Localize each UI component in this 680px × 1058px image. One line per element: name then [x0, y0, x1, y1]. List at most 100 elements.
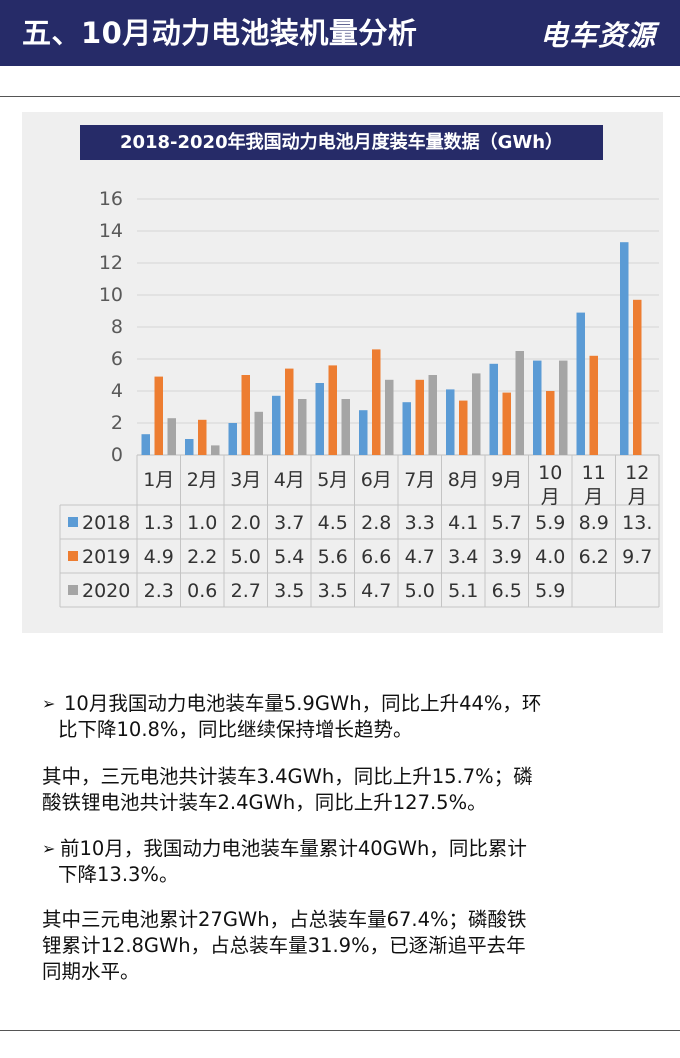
legend-label: 2020 [82, 580, 130, 602]
data-label: 2.3 [144, 580, 174, 602]
data-label: 9.7 [622, 546, 652, 568]
y-tick-label: 12 [99, 252, 123, 274]
data-label: 2.2 [187, 546, 217, 568]
data-label: 8.9 [579, 512, 609, 534]
data-label: 3.5 [274, 580, 304, 602]
data-label: 6.5 [492, 580, 522, 602]
data-label: 1.3 [144, 512, 174, 534]
data-label: 5.4 [274, 546, 304, 568]
bar-2019-9月 [502, 392, 511, 455]
data-label: 2.8 [361, 512, 391, 534]
data-label: 5.7 [492, 512, 522, 534]
paragraph-1-line-2: 比下降10.8%，同比继续保持增长趋势。 [58, 718, 413, 741]
page-header: 五、10月动力电池装机量分析 电车资源 [0, 0, 680, 66]
category-label: 8月 [448, 469, 479, 491]
category-label: 10 [538, 462, 562, 484]
paragraph-3-line-2: 下降13.3%。 [58, 863, 179, 886]
category-label: 4月 [274, 469, 305, 491]
data-label: 4.7 [405, 546, 435, 568]
bar-2019-2月 [198, 419, 207, 455]
y-tick-label: 6 [111, 348, 123, 370]
bar-2020-1月 [167, 418, 176, 455]
data-label: 4.5 [318, 512, 348, 534]
data-label: 5.9 [535, 512, 565, 534]
bar-2018-11月 [576, 312, 585, 455]
paragraph-1: ➢ 10月我国动力电池装车量5.9GWh，同比上升44%，环 比下降10.8%，… [42, 691, 652, 743]
data-label: 5.1 [448, 580, 478, 602]
bar-2018-8月 [446, 389, 455, 455]
brand-logo: 电车资源 [539, 19, 656, 52]
category-label: 3月 [230, 469, 261, 491]
chart-panel: 0 2 4 6 8 10 12 14 16 1月 2月 3月 4月 5月 6月 7月 8月 9月 10 月 11 月 12 月… [22, 112, 663, 633]
section-title: 五、10月动力电池装机量分析 [22, 16, 418, 50]
bar-2020-2月 [211, 445, 220, 455]
bar-2018-1月 [141, 434, 150, 455]
legend-label: 2018 [82, 512, 130, 534]
bar-2019-3月 [241, 375, 250, 455]
data-label: 2.7 [231, 580, 261, 602]
y-tick-label: 8 [111, 316, 123, 338]
data-label: 13. [622, 512, 652, 534]
legend-key-2018 [68, 517, 78, 527]
category-label: 11 [582, 462, 606, 484]
bar-2020-9月 [515, 351, 524, 455]
paragraph-4: 其中三元电池累计27GWh，占总装车量67.4%；磷酸铁 锂累计12.8GWh，… [42, 907, 652, 985]
data-label: 2.0 [231, 512, 261, 534]
paragraph-4-line-2: 锂累计12.8GWh，占总装车量31.9%，已逐渐追平去年 [42, 934, 526, 957]
paragraph-2: 其中，三元电池共计装车3.4GWh，同比上升15.7%；磷 酸铁锂电池共计装车2… [42, 764, 652, 816]
bar-2020-6月 [385, 379, 394, 455]
data-label: 5.0 [405, 580, 435, 602]
paragraph-4-line-3: 同期水平。 [42, 960, 140, 983]
y-tick-label: 0 [111, 444, 123, 466]
bar-2020-4月 [298, 399, 307, 455]
data-label: 5.0 [231, 546, 261, 568]
paragraph-1-line-1: 10月我国动力电池装车量5.9GWh，同比上升44%，环 [64, 692, 542, 715]
paragraph-4-line-1: 其中三元电池累计27GWh，占总装车量67.4%；磷酸铁 [42, 908, 527, 931]
top-divider [0, 96, 680, 97]
y-tick-label: 10 [99, 284, 123, 306]
bar-2018-4月 [272, 395, 281, 455]
bar-2018-2月 [185, 439, 194, 455]
paragraph-3-line-1: 前10月，我国动力电池装车量累计40GWh，同比累计 [60, 837, 527, 860]
bar-2019-10月 [546, 391, 555, 455]
data-label: 3.9 [492, 546, 522, 568]
data-label: 3.5 [318, 580, 348, 602]
data-label: 3.4 [448, 546, 478, 568]
y-tick-label: 4 [111, 380, 123, 402]
legend-key-2020 [68, 585, 78, 595]
bar-2019-12月 [633, 299, 642, 455]
category-label: 月 [584, 486, 603, 508]
category-label: 6月 [361, 469, 392, 491]
category-label: 2月 [187, 469, 218, 491]
data-label: 5.6 [318, 546, 348, 568]
bar-2019-7月 [415, 379, 424, 455]
bar-2019-4月 [285, 368, 294, 455]
paragraph-2-line-2: 酸铁锂电池共计装车2.4GWh，同比上升127.5%。 [42, 791, 487, 814]
category-label: 月 [628, 486, 647, 508]
data-label: 1.0 [187, 512, 217, 534]
category-label: 月 [541, 486, 560, 508]
data-label: 4.9 [144, 546, 174, 568]
data-label: 5.9 [535, 580, 565, 602]
bar-2018-10月 [533, 360, 542, 455]
bottom-divider [0, 1030, 680, 1031]
paragraph-2-line-1: 其中，三元电池共计装车3.4GWh，同比上升15.7%；磷 [42, 765, 533, 788]
legend-key-2019 [68, 551, 78, 561]
data-label: 3.7 [274, 512, 304, 534]
data-label: 4.0 [535, 546, 565, 568]
bar-2018-5月 [315, 383, 324, 455]
category-label: 7月 [404, 469, 435, 491]
bar-2018-3月 [228, 423, 237, 455]
y-tick-label: 14 [99, 220, 123, 242]
bar-2018-6月 [359, 410, 368, 455]
category-label: 12 [625, 462, 649, 484]
bar-2019-8月 [459, 400, 468, 455]
bar-2019-11月 [589, 355, 598, 455]
arrow-bullet-icon: ➢ [42, 694, 56, 713]
category-label: 5月 [317, 469, 348, 491]
bar-2018-9月 [489, 363, 498, 455]
data-label: 0.6 [187, 580, 217, 602]
bar-2019-6月 [372, 349, 381, 455]
bar-2020-7月 [428, 375, 437, 455]
